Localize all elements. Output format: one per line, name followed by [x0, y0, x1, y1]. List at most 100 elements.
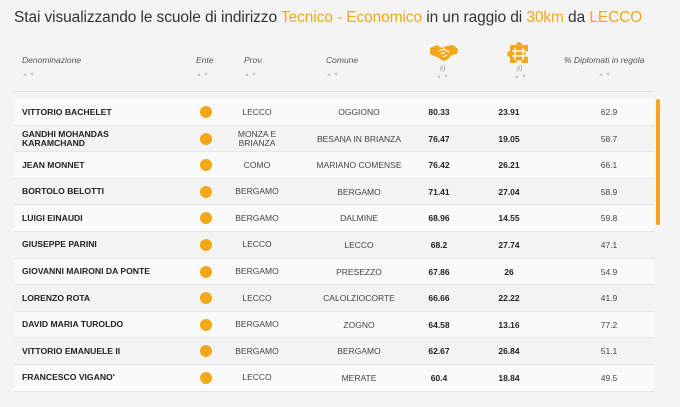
value-col1: 76.42 — [428, 160, 450, 171]
diplomati-percent: 51.1 — [600, 346, 618, 357]
province: LECCO — [242, 292, 272, 303]
icon1-info[interactable]: (i) — [440, 66, 446, 72]
scrollbar-thumb[interactable] — [656, 99, 660, 225]
school-name[interactable]: JEAN MONNET — [22, 159, 85, 170]
value-col1: 64.58 — [428, 319, 450, 330]
col-header-diplomati[interactable]: % Diplomati in regola — [564, 55, 645, 65]
ente-status-icon — [200, 152, 212, 178]
ente-status-icon — [200, 126, 212, 152]
sort-col1-icon[interactable]: ▲▼ — [436, 74, 450, 80]
comune: PRESEZZO — [336, 266, 382, 277]
ente-status-icon — [200, 99, 212, 125]
value-col2: 26.21 — [498, 160, 520, 171]
ente-dot-icon — [200, 185, 212, 198]
table-row[interactable]: FRANCESCO VIGANO' LECCO MERATE 60.4 18.84 49.… — [14, 364, 654, 392]
ente-status-icon — [200, 338, 212, 364]
ente-status-icon — [200, 179, 212, 205]
value-col2: 26 — [504, 266, 514, 277]
school-name[interactable]: FRANCESCO VIGANO' — [22, 372, 115, 383]
sort-comune-icon[interactable]: ▲▼ — [326, 72, 340, 78]
province: MONZA E BRIANZA — [237, 128, 277, 148]
table-header: Denominazione ▲▼ Ente ▲▼ Prov. ▲▼ Comune… — [0, 0, 680, 90]
value-col1: 68.2 — [430, 239, 448, 250]
value-col1: 60.4 — [430, 372, 448, 383]
comune: MARIANO COMENSE — [316, 160, 402, 171]
table-row[interactable]: BORTOLO BELOTTI BERGAMO BERGAMO 71.41 27.04 5… — [14, 178, 654, 206]
province: BERGAMO — [235, 186, 279, 197]
diplomati-percent: 47.1 — [600, 239, 618, 250]
comune: BERGAMO — [337, 346, 381, 357]
comune: BESANA IN BRIANZA — [316, 133, 402, 144]
col-header-ente[interactable]: Ente — [196, 55, 214, 65]
col-header-prov[interactable]: Prov. — [244, 55, 264, 65]
value-col2: 27.74 — [498, 239, 520, 250]
sort-col2-icon[interactable]: ▲▼ — [514, 74, 528, 80]
value-col1: 62.67 — [428, 346, 450, 357]
table-row[interactable]: GIOVANNI MAIRONI DA PONTE BERGAMO PRESEZZO… — [14, 258, 654, 286]
school-name[interactable]: LORENZO ROTA — [22, 292, 91, 303]
ente-dot-icon — [200, 238, 212, 251]
province: LECCO — [242, 239, 272, 250]
school-name[interactable]: GIOVANNI MAIRONI DA PONTE — [22, 266, 150, 277]
ente-dot-icon — [200, 318, 212, 331]
value-col1: 71.41 — [428, 186, 450, 197]
school-name[interactable]: LUIGI EINAUDI — [22, 212, 83, 223]
comune: CALOLZIOCORTE — [323, 293, 395, 304]
table-row[interactable]: JEAN MONNET COMO MARIANO COMENSE 76.42 26.21… — [14, 152, 654, 179]
value-col2: 22.22 — [498, 293, 520, 304]
sort-denominazione-icon[interactable]: ▲▼ — [22, 72, 36, 78]
comune: LECCO — [344, 239, 374, 250]
page-title: Stai visualizzando le scuole di indirizz… — [14, 9, 642, 27]
sort-ente-icon[interactable]: ▲▼ — [196, 72, 210, 78]
school-name[interactable]: BORTOLO BELOTTI — [22, 186, 104, 197]
ente-status-icon — [200, 312, 212, 338]
value-col2: 19.05 — [498, 133, 520, 144]
school-name[interactable]: DAVID MARIA TUROLDO — [22, 319, 124, 330]
handshake-icon[interactable] — [428, 42, 460, 64]
puzzle-icon[interactable] — [507, 42, 531, 64]
col-header-comune[interactable]: Comune — [326, 55, 359, 65]
school-name[interactable]: GANDHI MOHANDAS KARAMCHAND — [22, 128, 109, 148]
comune: BERGAMO — [337, 186, 381, 197]
table-row[interactable]: VITTORIO EMANUELE II BERGAMO BERGAMO 62.67 2… — [14, 338, 654, 365]
province: LECCO — [242, 372, 272, 383]
title-indirizzo: Tecnico - Economico — [280, 9, 423, 26]
school-name[interactable]: VITTORIO BACHELET — [22, 106, 112, 117]
comune: OGGIONO — [338, 107, 380, 117]
table-row[interactable]: GANDHI MOHANDAS KARAMCHAND MONZA E BRIANZ… — [14, 125, 654, 153]
value-col2: 14.55 — [498, 213, 520, 224]
sort-diplomati-icon[interactable]: ▲▼ — [598, 72, 612, 78]
value-col2: 27.04 — [498, 186, 520, 197]
diplomati-percent: 77.2 — [600, 319, 618, 330]
ente-dot-icon — [200, 292, 212, 305]
province: LECCO — [242, 106, 272, 117]
comune: ZOGNO — [343, 319, 375, 330]
table-row[interactable]: DAVID MARIA TUROLDO BERGAMO ZOGNO 64.58 13.1… — [14, 311, 654, 339]
province: BERGAMO — [235, 212, 279, 223]
ente-dot-icon — [200, 159, 212, 172]
diplomati-percent: 54.9 — [600, 266, 618, 277]
value-col1: 76.47 — [428, 133, 450, 144]
table-row[interactable]: GIUSEPPE PARINI LECCO LECCO 68.2 27.74 47.1 — [14, 231, 654, 259]
ente-status-icon — [200, 205, 212, 231]
title-middle: in un raggio di — [422, 9, 527, 26]
ente-dot-icon — [200, 345, 212, 358]
diplomati-percent: 59.8 — [600, 213, 618, 224]
diplomati-percent: 58.9 — [600, 186, 618, 197]
sort-prov-icon[interactable]: ▲▼ — [244, 72, 258, 78]
value-col2: 13.16 — [498, 319, 520, 330]
value-col2: 23.91 — [498, 107, 520, 117]
table-row[interactable]: VITTORIO BACHELET LECCO OGGIONO 80.33 23.91 6… — [14, 99, 654, 126]
table-row[interactable]: LORENZO ROTA LECCO CALOLZIOCORTE 66.66 22.22… — [14, 285, 654, 312]
schools-table-body: VITTORIO BACHELET LECCO OGGIONO 80.33 23.91 6… — [14, 99, 654, 392]
school-name[interactable]: VITTORIO EMANUELE II — [22, 345, 121, 356]
province: BERGAMO — [235, 345, 279, 356]
ente-status-icon — [200, 365, 212, 391]
school-name[interactable]: GIUSEPPE PARINI — [22, 239, 97, 250]
title-citta: LECCO — [589, 9, 643, 26]
title-raggio: 30km — [526, 9, 564, 26]
title-connector: da — [563, 9, 590, 26]
icon2-info[interactable]: (i) — [517, 66, 523, 72]
table-row[interactable]: LUIGI EINAUDI BERGAMO DALMINE 68.96 14.55 59.… — [14, 205, 654, 232]
col-header-denominazione[interactable]: Denominazione — [22, 55, 82, 65]
